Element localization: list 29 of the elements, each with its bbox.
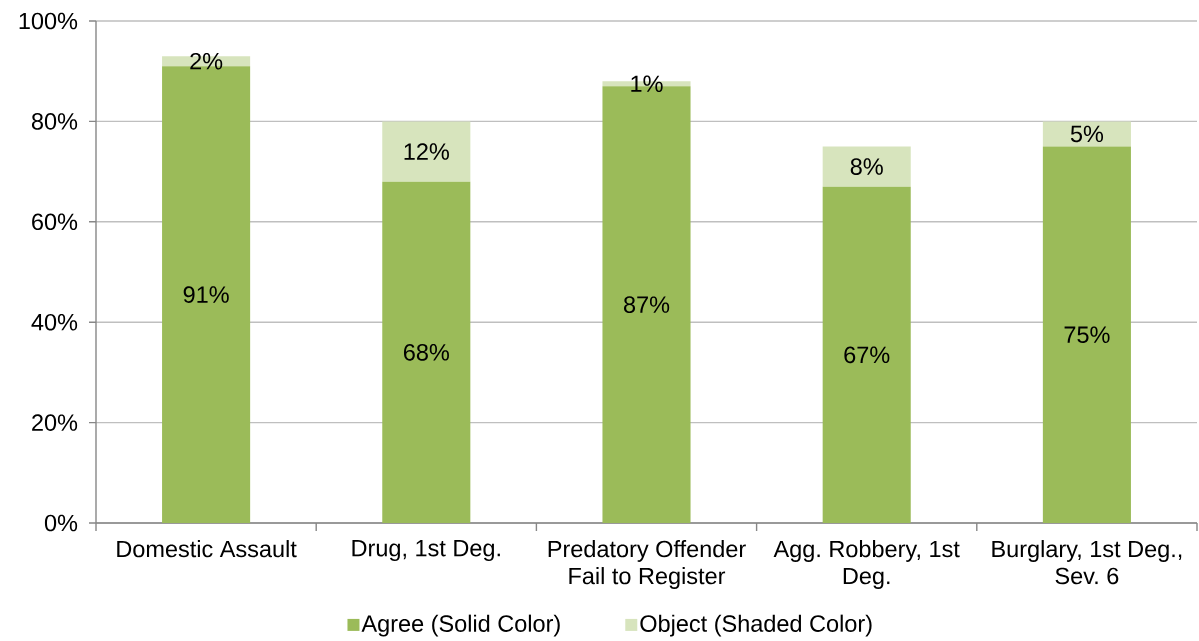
data-label: 1%: [631, 75, 663, 92]
data-label: 75%: [1064, 326, 1110, 344]
y-tick-label: 100%: [19, 12, 78, 30]
x-tick-label: Agg. Robbery, 1st Deg.: [773, 540, 960, 589]
y-tick-label: 20%: [32, 414, 78, 431]
data-label: 2%: [190, 52, 223, 70]
bar: [822, 186, 911, 523]
bar: [1042, 121, 1131, 147]
data-label: 67%: [844, 346, 890, 364]
data-label: 12%: [404, 143, 449, 160]
y-tick-label: 0%: [44, 514, 78, 532]
x-tick-label: Predatory Offender Fail to Register: [548, 540, 746, 589]
y-tick-label: 80%: [31, 113, 78, 130]
bar: [1042, 146, 1131, 523]
data-label: 91%: [183, 286, 229, 303]
data-label: 87%: [624, 296, 670, 313]
bar: [822, 146, 911, 187]
bar: [382, 121, 471, 182]
y-tick-label: 60%: [32, 213, 78, 231]
x-tick-label: Burglary, 1st Deg., Sev. 6: [992, 540, 1182, 585]
x-tick-label: Drug, 1st Deg.: [352, 540, 500, 562]
data-label: 8%: [850, 158, 883, 175]
x-tick-label: Domestic Assault: [117, 540, 297, 558]
data-label: 5%: [1070, 125, 1104, 143]
bar: [382, 181, 471, 523]
legend-label: Agree (Solid Color): [361, 614, 560, 637]
data-label: 68%: [403, 344, 449, 361]
y-tick-label: 40%: [31, 313, 78, 331]
legend-label: Object (Shaded Color): [640, 614, 872, 637]
